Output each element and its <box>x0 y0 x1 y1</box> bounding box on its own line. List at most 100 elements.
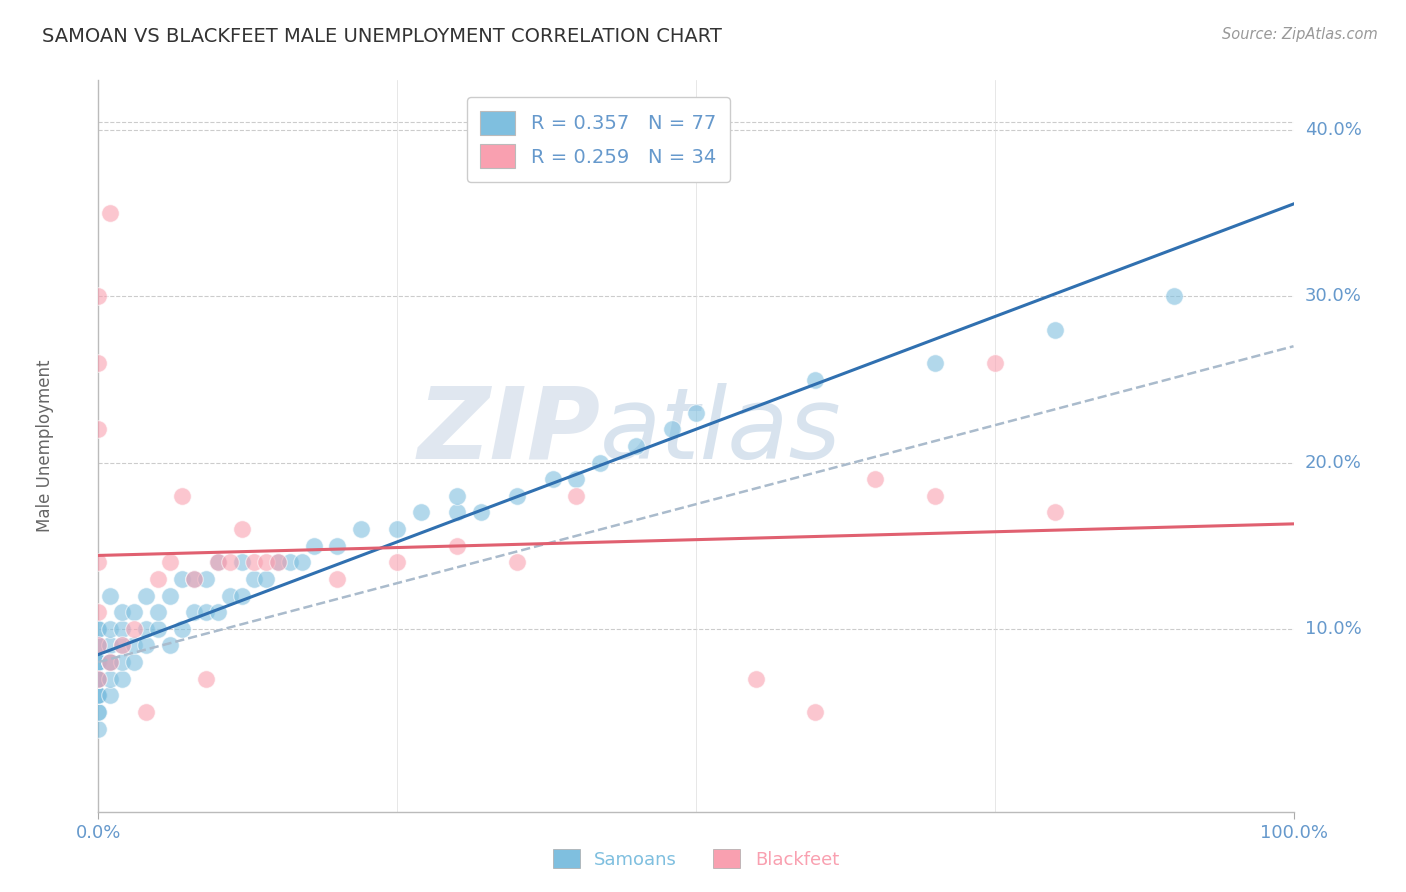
Text: 30.0%: 30.0% <box>1305 287 1361 305</box>
Point <box>111 639 134 653</box>
Point <box>302 539 325 553</box>
Point <box>87 689 110 703</box>
Point <box>685 406 707 420</box>
Point <box>231 555 253 569</box>
Point <box>135 589 157 603</box>
Point <box>87 622 110 636</box>
Point <box>87 722 110 736</box>
Point <box>565 489 588 503</box>
Point <box>231 522 253 536</box>
Point <box>326 539 349 553</box>
Point <box>172 622 194 636</box>
Point <box>87 672 110 686</box>
Point <box>87 639 110 653</box>
Point <box>124 639 146 653</box>
Point <box>87 672 110 686</box>
Point <box>159 589 181 603</box>
Point <box>278 555 301 569</box>
Point <box>565 472 588 486</box>
Point <box>183 572 205 586</box>
Point <box>172 489 194 503</box>
Point <box>924 489 946 503</box>
Text: Source: ZipAtlas.com: Source: ZipAtlas.com <box>1222 27 1378 42</box>
Point <box>254 572 277 586</box>
Point <box>87 705 110 719</box>
Point <box>87 672 110 686</box>
Point <box>865 472 887 486</box>
Point <box>87 655 110 669</box>
Point <box>111 605 134 619</box>
Point <box>626 439 648 453</box>
Point <box>148 605 170 619</box>
Point <box>135 705 157 719</box>
Point <box>87 422 110 436</box>
Point <box>135 639 157 653</box>
Point <box>924 356 946 370</box>
Legend: Samoans, Blackfeet: Samoans, Blackfeet <box>546 842 846 876</box>
Point <box>183 605 205 619</box>
Point <box>87 605 110 619</box>
Point <box>219 589 242 603</box>
Point <box>124 605 146 619</box>
Point <box>446 506 468 520</box>
Point <box>243 555 266 569</box>
Point <box>98 622 122 636</box>
Point <box>207 605 229 619</box>
Text: Male Unemployment: Male Unemployment <box>35 359 53 533</box>
Point <box>385 555 409 569</box>
Point <box>87 622 110 636</box>
Point <box>98 589 122 603</box>
Point <box>87 689 110 703</box>
Point <box>326 572 349 586</box>
Text: SAMOAN VS BLACKFEET MALE UNEMPLOYMENT CORRELATION CHART: SAMOAN VS BLACKFEET MALE UNEMPLOYMENT CO… <box>42 27 723 45</box>
Point <box>98 206 122 220</box>
Text: ZIP: ZIP <box>418 383 600 480</box>
Point <box>541 472 564 486</box>
Point <box>87 655 110 669</box>
Point <box>195 572 218 586</box>
Point <box>124 655 146 669</box>
Point <box>111 672 134 686</box>
Point <box>470 506 492 520</box>
Point <box>1043 506 1066 520</box>
Point <box>446 489 468 503</box>
Point <box>87 289 110 303</box>
Point <box>159 639 181 653</box>
Point <box>87 705 110 719</box>
Point <box>385 522 409 536</box>
Point <box>1163 289 1185 303</box>
Point <box>148 622 170 636</box>
Point <box>804 705 827 719</box>
Point <box>98 655 122 669</box>
Point <box>267 555 290 569</box>
Point <box>148 572 170 586</box>
Point <box>98 639 122 653</box>
Text: atlas: atlas <box>600 383 842 480</box>
Point <box>87 639 110 653</box>
Point <box>135 622 157 636</box>
Point <box>87 639 110 653</box>
Point <box>172 572 194 586</box>
Point <box>411 506 433 520</box>
Point <box>207 555 229 569</box>
Point <box>506 555 529 569</box>
Text: 10.0%: 10.0% <box>1305 620 1361 638</box>
Point <box>87 689 110 703</box>
Point <box>243 572 266 586</box>
Point <box>267 555 290 569</box>
Point <box>804 372 827 386</box>
Point <box>350 522 373 536</box>
Point <box>111 622 134 636</box>
Text: 40.0%: 40.0% <box>1305 121 1361 139</box>
Point <box>195 605 218 619</box>
Point <box>87 689 110 703</box>
Point <box>589 456 612 470</box>
Point <box>87 655 110 669</box>
Point <box>87 655 110 669</box>
Point <box>98 655 122 669</box>
Point <box>195 672 218 686</box>
Point <box>183 572 205 586</box>
Point <box>446 539 468 553</box>
Point <box>98 672 122 686</box>
Point <box>1043 323 1066 337</box>
